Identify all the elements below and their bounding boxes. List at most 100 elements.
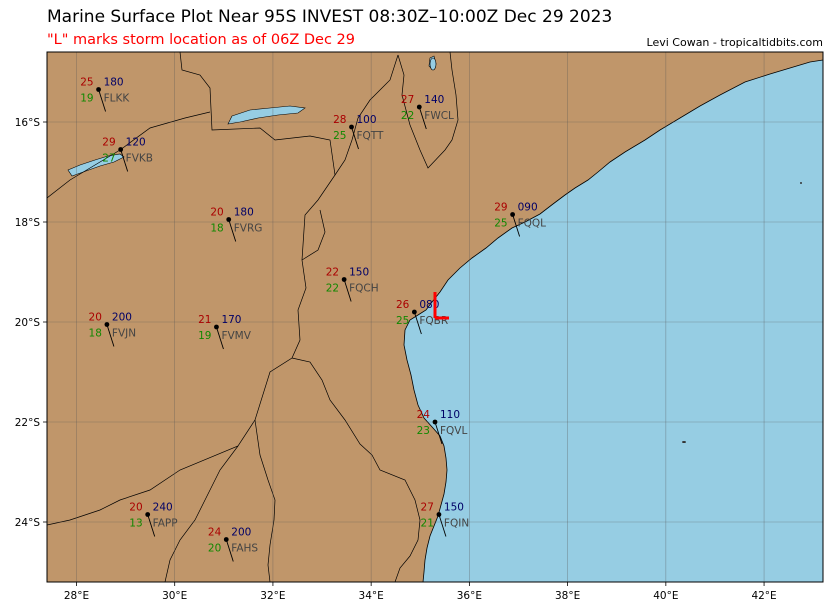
station-dot [223, 537, 229, 542]
axis-ticks: 28°E 30°E 32°E 34°E 36°E 38°E 40°E 42°E 16°S 18°S… [15, 117, 777, 602]
station-temp: 20 [89, 312, 102, 324]
wind-barb [228, 219, 237, 242]
station-dewpoint: 20 [208, 543, 221, 555]
storm-location [433, 292, 449, 320]
station-id: FVKB [126, 153, 153, 165]
station-dot [416, 104, 422, 110]
island-europa [682, 441, 686, 443]
station-pressure: 140 [424, 94, 444, 106]
lake-bangweulu [227, 105, 306, 125]
station-temp: 21 [198, 314, 211, 326]
station-fvrg: 20 18 180 FVRG [210, 207, 262, 242]
wind-barb [225, 539, 234, 562]
station-pressure: 110 [440, 409, 460, 421]
y-tick-label: 18°S [15, 217, 41, 229]
station-dewpoint: 18 [89, 328, 102, 340]
y-tick-label: 16°S [15, 117, 41, 129]
station-pressure: 120 [126, 137, 146, 149]
station-fvkb: 29 27 120 FVKB [102, 137, 153, 172]
station-id: FQTT [357, 130, 385, 142]
wind-barb [438, 514, 447, 537]
y-tick-label: 20°S [15, 317, 41, 329]
station-dewpoint: 25 [333, 130, 346, 142]
station-temp: 22 [326, 267, 339, 279]
station-dewpoint: 25 [396, 315, 409, 327]
station-dot [214, 324, 219, 330]
island-marker [800, 182, 802, 184]
station-pressure: 090 [518, 202, 538, 214]
station-flkk: 25 19 180 FLKK [80, 77, 130, 112]
station-temp: 24 [208, 527, 222, 539]
station-temp: 25 [80, 77, 93, 89]
map-subtitle: "L" marks storm location as of 06Z Dec 2… [47, 32, 355, 48]
station-dot [145, 512, 151, 517]
station-dewpoint: 25 [494, 218, 507, 230]
wind-barb [216, 326, 224, 350]
station-id: FVJN [112, 328, 136, 340]
x-tick-label: 40°E [653, 590, 678, 602]
station-id: FQIN [444, 518, 469, 530]
station-dot [96, 87, 101, 92]
map-title: Marine Surface Plot Near 95S INVEST 08:3… [47, 7, 613, 27]
station-temp: 27 [401, 94, 414, 106]
station-temp: 28 [333, 114, 346, 126]
station-id: FQVL [440, 425, 467, 437]
station-fwcl: 27 22 140 FWCL [401, 94, 454, 130]
station-dewpoint: 23 [417, 425, 430, 437]
graticule [47, 52, 823, 582]
wind-barb [434, 421, 443, 445]
station-fqch: 22 22 150 FQCH [326, 267, 379, 302]
station-dot [411, 309, 417, 315]
station-id: FLKK [104, 93, 131, 105]
wind-barb [418, 106, 427, 130]
y-tick-label: 24°S [15, 517, 41, 529]
wind-barb [106, 324, 115, 347]
wind-barb [512, 214, 521, 237]
station-dewpoint: 19 [80, 93, 93, 105]
station-dot [436, 512, 442, 517]
x-tick-label: 36°E [457, 590, 482, 602]
station-dot [349, 124, 354, 130]
lake-kariba [67, 153, 125, 177]
station-pressure: 100 [357, 114, 377, 126]
station-pressure: 180 [104, 77, 124, 89]
station-plots: 25 19 180 FLKK 27 22 140 FWCL 28 25 100 FQTT 29 27 120… [80, 77, 546, 562]
x-tick-label: 32°E [260, 590, 285, 602]
station-pressure: 200 [112, 312, 132, 324]
station-fapp: 20 13 240 FAPP [129, 502, 178, 537]
station-pressure: 170 [221, 314, 241, 326]
wind-barb [120, 149, 129, 172]
wind-barb [413, 311, 422, 335]
country-borders [47, 52, 459, 582]
x-tick-label: 42°E [751, 590, 776, 602]
station-temp: 20 [210, 207, 223, 219]
small-lake [429, 57, 437, 71]
map-credit: Levi Cowan - tropicaltidbits.com [646, 36, 823, 49]
station-dot [341, 277, 347, 282]
station-id: FQCH [349, 283, 379, 295]
station-id: FAHS [231, 543, 258, 555]
station-temp: 27 [421, 502, 434, 514]
station-dewpoint: 13 [129, 518, 142, 530]
station-fqin: 27 21 150 FQIN [421, 502, 469, 537]
station-temp: 20 [129, 502, 142, 514]
station-pressure: 240 [153, 502, 173, 514]
station-fvjn: 20 18 200 FVJN [89, 312, 136, 347]
station-fqvl: 24 23 110 FQVL [417, 409, 467, 445]
station-dot [104, 322, 110, 327]
station-pressure: 150 [349, 267, 369, 279]
station-temp: 26 [396, 299, 410, 311]
station-dewpoint: 19 [198, 330, 211, 342]
wind-barb [351, 126, 359, 150]
station-id: FVRG [234, 223, 263, 235]
station-dot [432, 419, 438, 425]
station-fqql: 29 25 090 FQQL [494, 202, 546, 237]
wind-barb [147, 514, 156, 537]
x-tick-label: 28°E [64, 590, 89, 602]
station-fvmv: 21 19 170 FVMV [198, 314, 252, 350]
station-dot [226, 217, 232, 222]
station-dewpoint: 18 [210, 223, 223, 235]
x-tick-label: 30°E [162, 590, 187, 602]
station-temp: 24 [417, 409, 431, 421]
